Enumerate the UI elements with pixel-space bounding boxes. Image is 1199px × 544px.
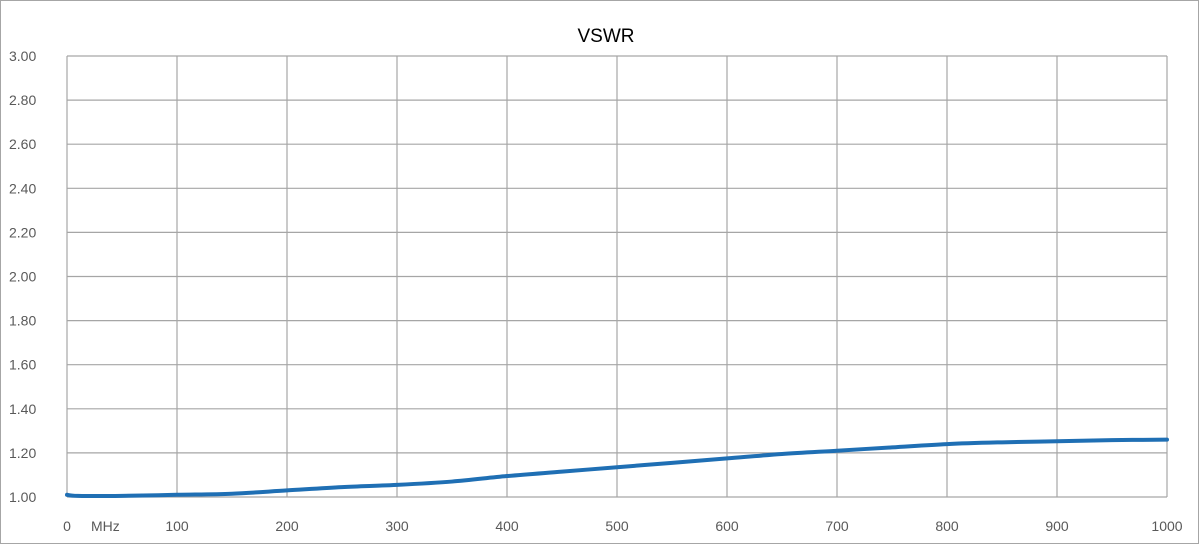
y-tick-label: 2.40 <box>9 180 36 196</box>
x-axis-labels: 0 100 200 300 400 500 600 700 800 900 1000 <box>63 518 1183 534</box>
chart-title: VSWR <box>578 26 635 47</box>
y-tick-label: 1.20 <box>9 445 36 461</box>
y-tick-label: 1.00 <box>9 489 36 505</box>
y-tick-label: 2.20 <box>9 224 36 240</box>
y-tick-label: 2.60 <box>9 136 36 152</box>
x-tick-label: 100 <box>165 518 189 534</box>
vswr-series-line <box>65 437 1169 499</box>
y-tick-label: 1.60 <box>9 357 36 373</box>
series-layer <box>65 437 1169 499</box>
x-tick-label: 900 <box>1045 518 1069 534</box>
x-tick-label: 1000 <box>1151 518 1182 534</box>
x-tick-label: 200 <box>275 518 299 534</box>
x-tick-label: 0 <box>63 518 71 534</box>
y-tick-label: 2.00 <box>9 269 36 285</box>
x-tick-label: 600 <box>715 518 739 534</box>
y-tick-label: 1.40 <box>9 401 36 417</box>
y-axis-labels: 1.00 1.20 1.40 1.60 1.80 2.00 2.20 2.40 2.60 2.80… <box>9 48 36 505</box>
x-tick-label: 300 <box>385 518 409 534</box>
x-tick-label: 400 <box>495 518 519 534</box>
x-tick-label: 700 <box>825 518 849 534</box>
grid-layer <box>66 55 1168 498</box>
y-tick-label: 1.80 <box>9 313 36 329</box>
y-tick-label: 3.00 <box>9 48 36 64</box>
x-tick-label: 800 <box>935 518 959 534</box>
y-tick-label: 2.80 <box>9 92 36 108</box>
x-tick-label: 500 <box>605 518 629 534</box>
x-unit-label: MHz <box>91 518 120 534</box>
